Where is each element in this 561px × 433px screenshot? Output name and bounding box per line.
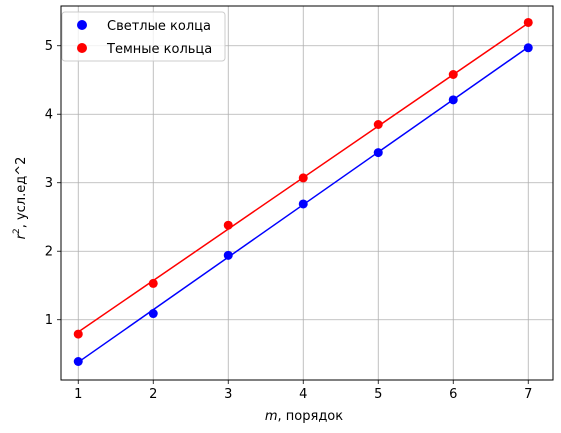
data-points [73, 17, 533, 367]
x-axis-label-variable: m [265, 409, 278, 424]
x-tick-label-4: 4 [299, 387, 307, 402]
y-axis-ticks: 1 2 3 4 5 [45, 39, 61, 328]
point-series-0-6 [523, 43, 533, 53]
x-axis-ticks: 1 2 3 4 5 6 7 [74, 380, 532, 402]
point-series-1-1 [148, 278, 158, 288]
x-tick-label-2: 2 [149, 387, 157, 402]
point-series-0-5 [448, 95, 458, 105]
y-axis-label: r2, усл.ед^2 [12, 157, 29, 240]
plot-frame [60, 5, 554, 381]
x-tick-label-5: 5 [374, 387, 382, 402]
point-series-1-3 [298, 173, 308, 183]
point-series-1-0 [73, 329, 83, 339]
y-tick-label-1: 1 [45, 313, 53, 328]
point-series-0-0 [73, 357, 83, 367]
point-series-1-5 [448, 69, 458, 79]
y-axis-label-variable: r [14, 232, 29, 239]
point-series-0-3 [298, 199, 308, 209]
x-tick-label-3: 3 [224, 387, 232, 402]
point-series-0-4 [373, 148, 383, 158]
x-tick-label-6: 6 [449, 387, 457, 402]
legend-label-dark-rings: Темные кольца [106, 42, 212, 57]
x-axis-label-text: , порядок [278, 409, 344, 424]
x-tick-label-1: 1 [74, 387, 82, 402]
y-tick-label-2: 2 [45, 245, 53, 260]
point-series-0-2 [223, 250, 233, 260]
x-axis-label: m, порядок [265, 409, 343, 424]
legend: Светлые колца Темные кольца [61, 11, 226, 62]
point-series-0-1 [148, 309, 158, 319]
y-tick-label-4: 4 [45, 108, 53, 123]
y-axis-label-superscript: 2 [12, 228, 22, 234]
legend-marker-dark-rings [77, 43, 87, 53]
point-series-1-4 [373, 120, 383, 130]
legend-box [61, 11, 226, 62]
y-tick-label-5: 5 [45, 39, 53, 54]
point-series-1-2 [223, 220, 233, 230]
legend-label-light-rings: Светлые колца [107, 19, 211, 34]
y-tick-label-3: 3 [45, 176, 53, 191]
x-tick-label-7: 7 [524, 387, 532, 402]
y-axis-label-text: , усл.ед^2 [14, 157, 29, 229]
legend-marker-light-rings [77, 20, 87, 30]
point-series-1-6 [523, 17, 533, 27]
